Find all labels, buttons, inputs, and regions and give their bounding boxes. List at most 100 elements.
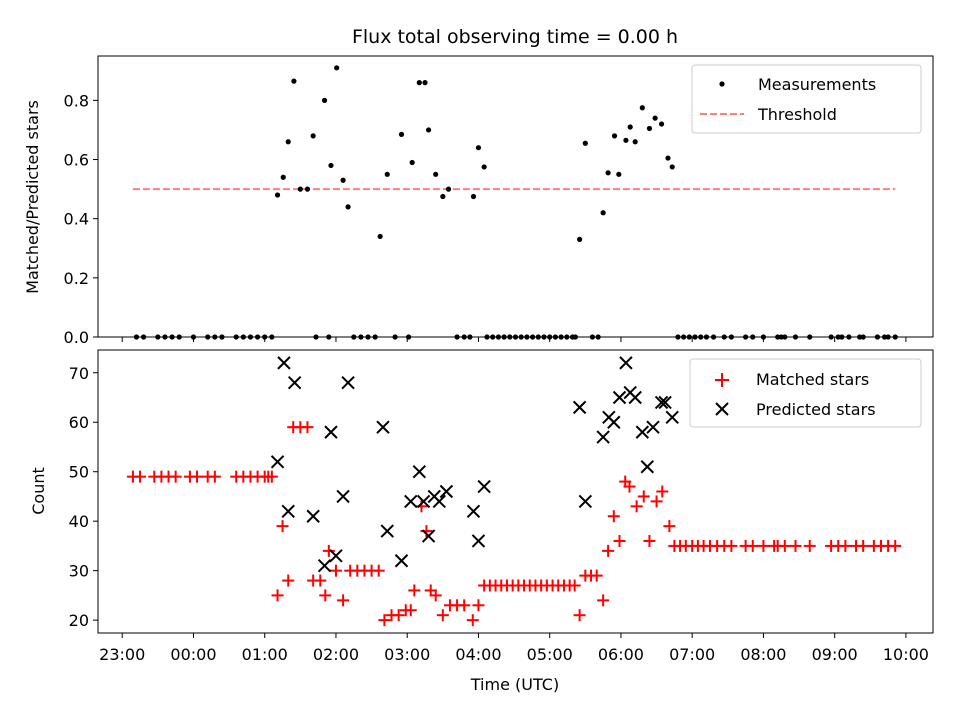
measurement-point — [646, 125, 653, 132]
matched-stars-point — [265, 470, 278, 483]
predicted-stars-point — [416, 494, 431, 509]
measurement-point — [600, 210, 606, 216]
measurement-point — [334, 65, 340, 71]
top-legend: Measurements Threshold — [691, 64, 922, 134]
x-tick-label: 02:00 — [313, 645, 359, 664]
matched-stars-point — [623, 480, 636, 493]
predicted-stars-point — [646, 420, 660, 434]
bottom-y-ticks: 20 30 40 50 60 70 — [69, 364, 98, 630]
bottom-panel: 20 30 40 50 60 70 23:00 00:00 01:00 02:00 03:00 04… — [29, 349, 934, 694]
predicted-stars-point — [376, 420, 390, 434]
measurement-point — [297, 186, 303, 192]
x-axis-label: Time (UTC) — [470, 675, 559, 694]
measurement-point — [384, 171, 390, 177]
y-tick-label: 20 — [69, 611, 89, 630]
predicted-stars-point — [578, 494, 593, 509]
predicted-stars-point — [329, 549, 343, 563]
matched-stars-point — [337, 594, 350, 607]
matched-stars-point — [282, 574, 295, 587]
measurement-point — [605, 170, 611, 176]
measurement-point — [623, 137, 629, 143]
matched-stars-point — [663, 520, 676, 533]
matched-stars-point — [372, 564, 385, 577]
matched-stars-point — [839, 539, 852, 552]
top-panel: 0.00.20.40.60.8 Matched/Predicted stars … — [23, 55, 934, 347]
matched-stars-point — [590, 569, 603, 582]
predicted-stars-point — [471, 534, 486, 548]
y-tick-label: 60 — [69, 413, 89, 432]
y-tick-label: 70 — [69, 364, 89, 383]
matched-stars-point — [613, 534, 626, 547]
matched-stars-point — [378, 614, 391, 627]
measurement-point — [416, 80, 422, 86]
matched-stars-point — [597, 594, 610, 607]
predicted-stars-point — [277, 356, 291, 370]
predicted-stars-point — [287, 375, 302, 390]
matched-stars-point — [746, 539, 759, 552]
measurement-point — [577, 236, 583, 242]
predicted-stars-point — [432, 494, 446, 509]
measurement-point — [652, 115, 658, 121]
predicted-stars-point — [628, 390, 642, 405]
measurement-point — [665, 155, 671, 161]
y-tick-label: 0.8 — [64, 91, 89, 110]
matched-stars-point — [889, 539, 902, 552]
x-tick-label: 00:00 — [170, 645, 216, 664]
measurement-point — [398, 131, 405, 137]
measurement-point — [445, 186, 452, 192]
matched-stars-point — [208, 470, 221, 483]
predicted-stars-point — [336, 489, 350, 504]
x-tick-label: 04:00 — [455, 645, 501, 664]
matched-stars-point — [656, 485, 669, 498]
matched-stars-point — [573, 609, 586, 622]
x-tick-label: 01:00 — [242, 645, 288, 664]
predicted-stars-point — [412, 465, 427, 479]
matched-stars-point — [472, 599, 485, 612]
measurement-point — [433, 171, 439, 177]
matched-stars-point — [408, 584, 421, 597]
predicted-stars-point — [635, 425, 650, 439]
x-tick-label: 08:00 — [740, 645, 786, 664]
predicted-stars-point — [477, 479, 491, 494]
matched-stars-point — [319, 589, 332, 602]
matched-stars-point — [725, 539, 738, 552]
measurement-point — [304, 186, 311, 192]
legend-marker-measurements — [719, 81, 725, 87]
matched-stars-point — [857, 539, 870, 552]
matched-stars-point — [789, 539, 802, 552]
matched-stars-point — [404, 604, 417, 617]
matched-stars-point — [643, 534, 656, 547]
predicted-stars-point — [607, 415, 621, 429]
matched-stars-point — [568, 579, 581, 592]
bottom-legend-box — [689, 358, 922, 428]
predicted-stars-point — [270, 455, 285, 469]
measurement-point — [440, 193, 446, 200]
matched-stars-point — [466, 614, 479, 627]
top-y-ticks: 0.0 0.2 0.4 0.6 0.8 — [64, 91, 98, 347]
predicted-stars-point — [658, 395, 672, 410]
measurement-point — [328, 162, 334, 169]
matched-stars-point — [757, 539, 770, 552]
matched-stars-point — [276, 520, 289, 533]
legend-marker-matched — [715, 373, 729, 387]
measurement-point — [422, 80, 428, 86]
measurement-point — [409, 159, 415, 166]
predicted-stars-point — [619, 356, 633, 370]
measurement-point — [632, 139, 638, 145]
matched-stars-point — [429, 589, 442, 602]
bottom-axes-frame — [97, 349, 934, 634]
y-tick-label: 0.2 — [64, 269, 89, 288]
y-tick-label: 40 — [69, 512, 89, 531]
predicted-stars-point — [324, 425, 338, 439]
matched-stars-point — [134, 470, 147, 483]
predicted-stars-point — [466, 504, 481, 518]
bottom-x-ticks: 23:00 00:00 01:00 02:00 03:00 04:00 05:00 06:00… — [99, 633, 929, 664]
y-tick-label: 0.4 — [64, 210, 89, 229]
x-tick-label: 07:00 — [669, 645, 715, 664]
matched-stars-point — [301, 421, 314, 434]
matched-stars-point — [329, 564, 342, 577]
matched-stars-point — [607, 510, 620, 523]
legend-marker-predicted — [715, 402, 729, 416]
bottom-legend: Matched stars Predicted stars — [689, 358, 922, 428]
